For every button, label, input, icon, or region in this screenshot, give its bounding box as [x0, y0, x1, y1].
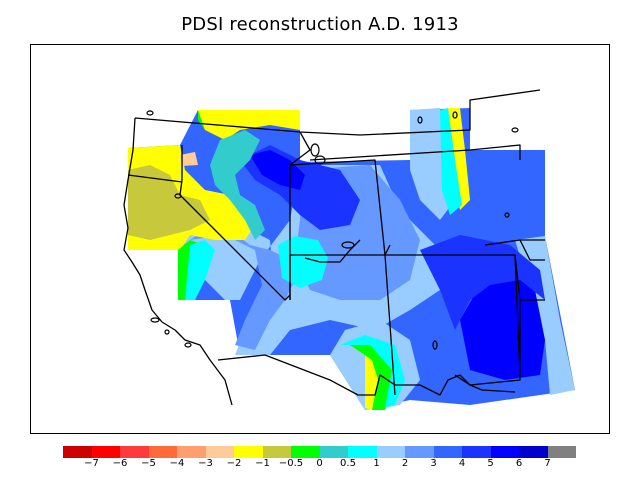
legend-label: −4 — [169, 458, 185, 469]
field-darkblue-east — [460, 270, 545, 380]
map-title: PDSI reconstruction A.D. 1913 — [181, 14, 459, 35]
legend-label: 0 — [316, 458, 323, 469]
border-ca-nv — [179, 179, 291, 301]
field-midblue-west — [190, 230, 295, 350]
map-lakes — [146, 110, 519, 350]
border-tx — [454, 300, 521, 386]
lake-6 — [452, 111, 458, 119]
legend-label: 3 — [430, 458, 437, 469]
legend-label: 0.5 — [340, 458, 356, 469]
border-canada — [134, 89, 541, 136]
lake-7 — [417, 116, 423, 124]
field-darkblue-north-core — [250, 150, 305, 190]
legend-swatch — [148, 446, 177, 458]
legend-label: 6 — [515, 458, 523, 469]
field-yellow-ne — [448, 108, 470, 210]
legend-swatch — [177, 446, 206, 458]
lake-3 — [341, 241, 355, 249]
legend-label: −0.5 — [278, 458, 304, 469]
border-az-nm — [384, 254, 396, 396]
legend-swatch — [291, 446, 320, 458]
field-cyan-south — [340, 335, 405, 408]
legend-swatch — [262, 446, 291, 458]
legend-label: 2 — [401, 458, 409, 469]
field-yellow-north — [198, 110, 300, 140]
legend-swatch — [234, 446, 263, 458]
legend-swatch — [120, 446, 149, 458]
legend-label: 4 — [458, 458, 466, 469]
legend-label: −6 — [112, 458, 128, 469]
legend-swatch — [205, 446, 234, 458]
legend-label: −1 — [255, 458, 270, 469]
field-cyan-west — [185, 240, 215, 300]
legend-swatch — [433, 446, 462, 458]
field-darkblue-east2 — [420, 235, 545, 330]
lake-4 — [174, 193, 182, 199]
border-mt-wy — [309, 149, 471, 161]
legend-swatch — [319, 446, 348, 458]
legend-label: −7 — [84, 458, 99, 469]
field-olive-nw — [128, 165, 210, 240]
lake-12 — [184, 342, 192, 348]
field-cyan-ne — [440, 108, 462, 215]
legend-swatch — [376, 446, 405, 458]
legend-swatch — [462, 446, 491, 458]
legend-swatch — [91, 446, 120, 458]
legend-swatch — [490, 446, 519, 458]
lake-8 — [511, 127, 519, 133]
legend-swatch — [519, 446, 548, 458]
legend-colorbar — [63, 446, 576, 458]
legend-label: 5 — [487, 458, 494, 469]
lake-1 — [310, 143, 320, 157]
border-ks — [519, 239, 545, 261]
legend-label: 7 — [544, 458, 551, 469]
legend-label: 1 — [373, 458, 380, 469]
border-id-mt — [289, 131, 311, 166]
legend-label: −5 — [141, 458, 156, 469]
legend-labels: −7 −6 −5 −4 −3 −2 −1 −0.5 0 0.5 1 2 3 4 5 6 7 — [0, 458, 640, 474]
legend-swatch — [405, 446, 434, 458]
field-cyan-nw — [210, 130, 265, 240]
legend-label: −2 — [226, 458, 242, 469]
lake-5 — [146, 110, 154, 116]
border-ok — [514, 254, 545, 301]
border-nd-sd — [469, 144, 521, 160]
lake-10 — [432, 340, 438, 350]
lake-13 — [164, 329, 170, 335]
pdsi-field — [128, 108, 575, 410]
legend-swatch — [547, 446, 576, 458]
coastline — [123, 117, 233, 406]
lake-11 — [150, 317, 160, 323]
legend-swatch — [63, 446, 92, 458]
border-or-ca — [127, 174, 183, 183]
lake-9 — [504, 212, 510, 218]
field-peach-nw — [180, 152, 198, 166]
legend-swatch — [348, 446, 377, 458]
map-boundaries — [123, 89, 545, 406]
legend-label: −3 — [198, 458, 213, 469]
lake-2 — [314, 155, 326, 165]
